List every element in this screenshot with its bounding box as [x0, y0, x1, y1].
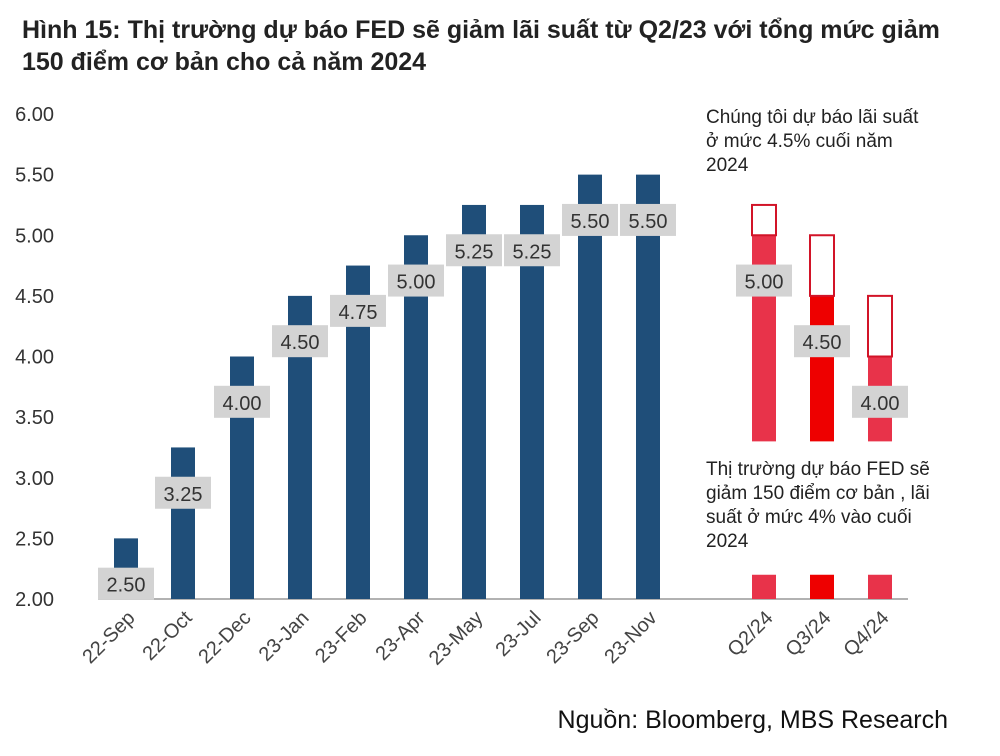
data-label: 5.50 — [629, 211, 668, 233]
mbs-forecast-outline — [809, 234, 835, 297]
chart-title: Hình 15: Thị trường dự báo FED sẽ giảm l… — [22, 16, 940, 76]
y-tick-label: 4.00 — [15, 347, 54, 369]
data-label: 5.00 — [397, 272, 436, 294]
x-tick-label: 23-Jul — [491, 607, 545, 661]
forecast-data-label: 5.00 — [745, 272, 784, 294]
data-label: 4.50 — [281, 332, 320, 354]
bar — [462, 204, 486, 599]
y-tick-label: 2.00 — [15, 589, 54, 611]
data-label-box — [504, 234, 560, 267]
data-label: 5.25 — [513, 241, 552, 263]
data-label: 4.75 — [339, 302, 378, 324]
x-tick-label: 23-Nov — [600, 607, 661, 668]
data-label-box — [272, 325, 328, 358]
x-tick-label: 23-Feb — [311, 607, 371, 667]
x-tick-label: 22-Sep — [78, 607, 139, 668]
forecast-data-label-box — [736, 264, 792, 297]
data-label: 5.50 — [571, 211, 610, 233]
forecast-bar-base — [810, 574, 834, 599]
y-tick-label: 5.50 — [15, 165, 54, 187]
forecast-data-label-box — [852, 385, 908, 418]
data-label: 4.00 — [223, 393, 262, 415]
x-tick-label: 23-Sep — [542, 607, 603, 668]
data-label: 2.50 — [107, 575, 146, 597]
y-tick-label: 3.00 — [15, 468, 54, 490]
x-tick-label: Q2/24 — [723, 607, 777, 661]
mbs-forecast-outline — [751, 203, 777, 237]
mbs-forecast-outline — [867, 294, 893, 358]
forecast-data-label-box — [794, 325, 850, 358]
forecast-data-label: 4.50 — [803, 332, 842, 354]
y-tick-label: 3.50 — [15, 407, 54, 429]
forecast-bar-base — [752, 574, 776, 599]
x-tick-label: 22-Dec — [194, 607, 255, 668]
y-tick-label: 6.00 — [15, 104, 54, 126]
forecast-bar — [810, 295, 834, 442]
forecast-data-label: 4.00 — [861, 393, 900, 415]
y-tick-label: 2.50 — [15, 528, 54, 550]
forecast-bar-base — [868, 574, 892, 599]
annotation-mbs-forecast: Chúng tôi dự báo lãi suất ở mức 4.5% cuố… — [706, 107, 919, 176]
x-tick-label: Q4/24 — [839, 607, 893, 661]
source-note: Nguồn: Bloomberg, MBS Research — [557, 706, 948, 734]
data-label: 3.25 — [164, 484, 203, 506]
bar — [636, 174, 660, 599]
bar — [171, 447, 195, 599]
x-tick-label: 23-Jan — [255, 607, 314, 666]
data-label-box — [388, 264, 444, 297]
y-tick-label: 5.00 — [15, 225, 54, 247]
data-label-box — [330, 294, 386, 327]
data-label-box — [446, 234, 502, 267]
x-tick-label: Q3/24 — [781, 607, 835, 661]
x-tick-label: 23-May — [425, 607, 488, 670]
x-tick-label: 23-Apr — [372, 607, 430, 665]
data-label-box — [562, 203, 618, 236]
data-label: 5.25 — [455, 241, 494, 263]
annotation-market-forecast: Thị trường dự báo FED sẽ giảm 150 điểm c… — [706, 459, 930, 552]
data-label-box — [155, 476, 211, 509]
bar — [520, 204, 544, 599]
x-tick-label: 22-Oct — [139, 607, 197, 665]
data-label-box — [214, 385, 270, 418]
data-label-box — [620, 203, 676, 236]
data-label-box — [98, 567, 154, 600]
bar — [578, 174, 602, 599]
y-tick-label: 4.50 — [15, 286, 54, 308]
